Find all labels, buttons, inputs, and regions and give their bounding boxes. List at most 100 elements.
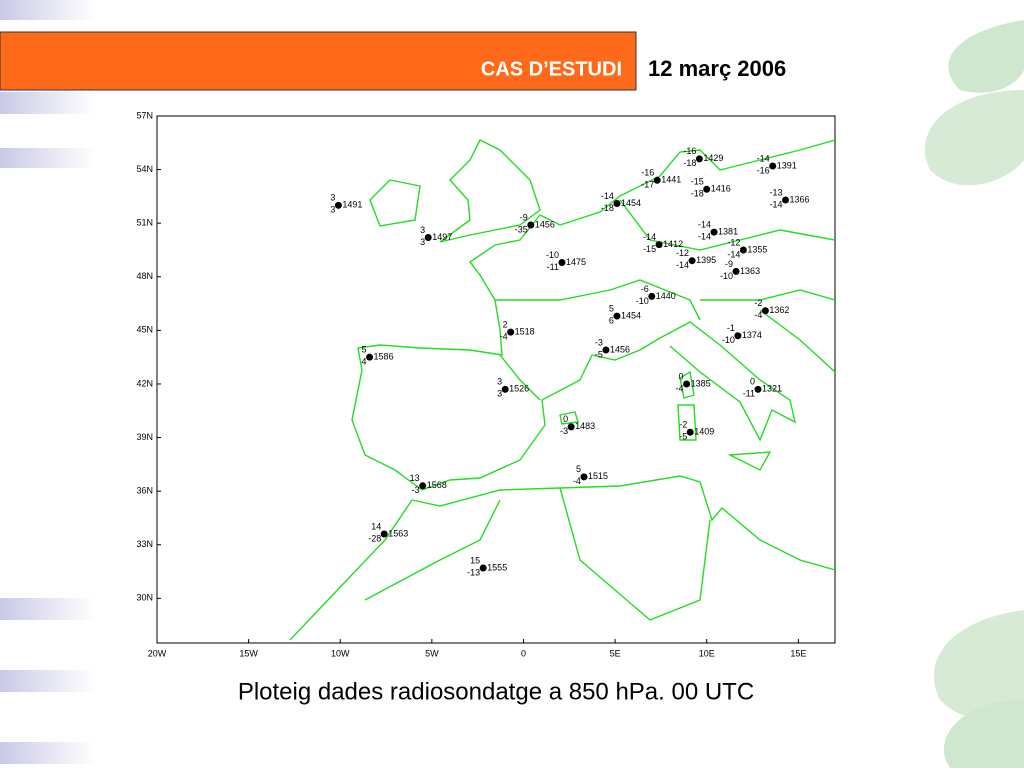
x-tick-label: 0	[521, 648, 526, 658]
station	[686, 428, 694, 436]
station-id: 1385	[691, 378, 711, 388]
station	[648, 292, 656, 300]
station	[567, 423, 575, 431]
x-tick-label: 5W	[425, 648, 439, 658]
dewpoint: -4	[500, 332, 508, 342]
dewpoint: -3	[560, 426, 568, 436]
station-id: 1362	[769, 305, 789, 315]
station	[380, 530, 388, 538]
dewpoint: -18	[691, 189, 704, 199]
y-tick-label: 51N	[136, 218, 153, 228]
station-id: 1454	[621, 310, 641, 320]
y-tick-label: 57N	[136, 110, 153, 120]
x-tick-label: 10W	[331, 648, 350, 658]
temperature: -15	[691, 177, 704, 187]
station	[653, 176, 661, 184]
station-id: 1321	[762, 384, 782, 394]
temperature: 2	[503, 320, 508, 330]
dewpoint: -35	[515, 224, 528, 234]
station-id: 1475	[566, 257, 586, 267]
dewpoint: -14	[676, 260, 689, 270]
y-tick-label: 39N	[136, 432, 153, 442]
temperature: -14	[601, 191, 614, 201]
y-tick-label: 54N	[136, 164, 153, 174]
station-id: 1412	[663, 239, 683, 249]
station	[782, 196, 790, 204]
temperature: 3	[497, 377, 502, 387]
station	[734, 332, 742, 340]
dewpoint: -14	[698, 231, 711, 241]
temperature: -6	[641, 284, 649, 294]
dewpoint: -14	[770, 199, 783, 209]
temperature: -16	[683, 146, 696, 156]
temperature: -13	[770, 187, 783, 197]
y-tick-label: 36N	[136, 486, 153, 496]
temperature: 5	[609, 303, 614, 313]
dewpoint: -10	[722, 335, 735, 345]
temperature: -12	[676, 248, 689, 258]
station-id: 1374	[742, 330, 762, 340]
dewpoint: 4	[362, 357, 367, 367]
temperature: 0	[563, 414, 568, 424]
station-id: 1440	[656, 291, 676, 301]
dewpoint: -10	[636, 296, 649, 306]
temperature: -2	[754, 298, 762, 308]
temperature: -10	[546, 250, 559, 260]
y-tick-label: 33N	[136, 539, 153, 549]
station-id: 1391	[777, 160, 797, 170]
dewpoint: -15	[643, 244, 656, 254]
station	[754, 385, 762, 393]
dewpoint: 3	[420, 237, 425, 247]
station	[501, 385, 509, 393]
temperature: -16	[641, 168, 654, 178]
temperature: 3	[330, 193, 335, 203]
dewpoint: -28	[368, 533, 381, 543]
x-tick-label: 5E	[610, 648, 621, 658]
x-tick-label: 15E	[790, 648, 806, 658]
temperature: -2	[679, 420, 687, 430]
station	[558, 258, 566, 266]
temperature: 0	[750, 377, 755, 387]
station-id: 1563	[388, 528, 408, 538]
dewpoint: -18	[601, 203, 614, 213]
station-id: 1409	[694, 427, 714, 437]
dewpoint: -4	[573, 476, 581, 486]
coastlines	[289, 139, 835, 641]
temperature: 3	[420, 225, 425, 235]
dewpoint: -3	[412, 485, 420, 495]
y-tick-label: 30N	[136, 593, 153, 603]
station	[507, 328, 515, 336]
station-id: 1483	[575, 421, 595, 431]
temperature: 5	[576, 464, 581, 474]
y-tick-label: 45N	[136, 325, 153, 335]
temperature: -9	[520, 212, 528, 222]
station	[688, 257, 696, 265]
temperature: -9	[725, 259, 733, 269]
station-id: 1441	[661, 175, 681, 185]
temperature: -14	[643, 232, 656, 242]
station-id: 1395	[696, 255, 716, 265]
dewpoint: -16	[757, 165, 770, 175]
map-frame	[156, 115, 836, 644]
station	[613, 200, 621, 208]
dewpoint: -5	[679, 432, 687, 442]
station-id: 1515	[588, 471, 608, 481]
station-id: 1568	[427, 480, 447, 490]
station-id: 1363	[740, 266, 760, 276]
station-id: 1416	[711, 184, 731, 194]
dewpoint: -14	[727, 249, 740, 259]
x-tick-label: 20W	[148, 648, 167, 658]
station	[732, 267, 740, 275]
station	[761, 307, 769, 315]
station-id: 1497	[432, 232, 452, 242]
dewpoint: -4	[676, 383, 684, 393]
temperature: 5	[362, 345, 367, 355]
temperature: 13	[410, 473, 420, 483]
dewpoint: -13	[467, 567, 480, 577]
temperature: -12	[727, 237, 740, 247]
temperature: -1	[727, 323, 735, 333]
x-tick-label: 15W	[239, 648, 258, 658]
